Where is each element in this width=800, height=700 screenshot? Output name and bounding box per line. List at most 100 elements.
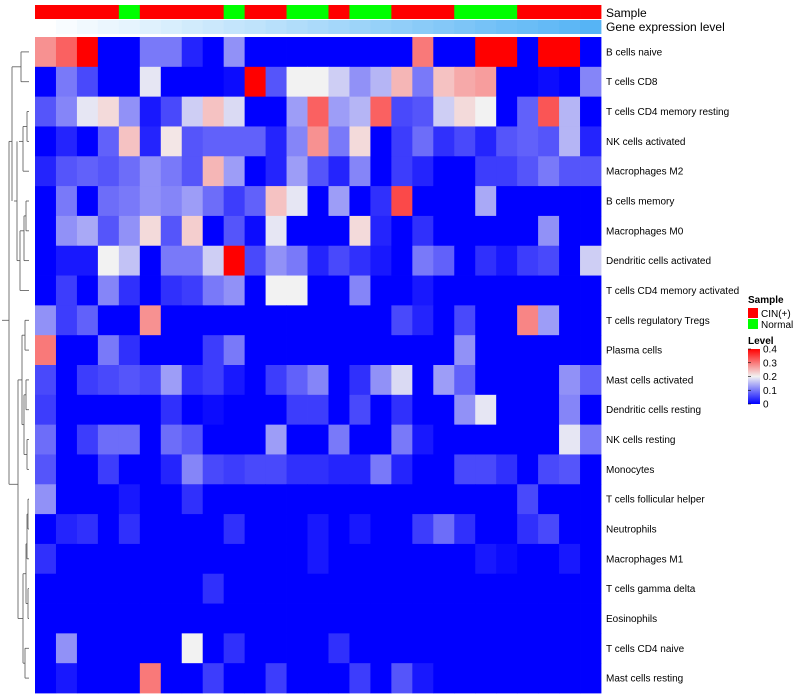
heatmap-cell [496,335,518,366]
heatmap-cell [538,66,560,98]
heatmap-cell [160,305,183,336]
gene-expression-annotation-cell [475,20,497,34]
heatmap-cell [433,663,455,694]
row-label: Mast cells resting [606,674,683,685]
heatmap-cell [139,37,162,68]
heatmap-cell [97,215,120,247]
heatmap-cell [454,186,476,217]
heatmap-cell [55,543,78,575]
heatmap-cell [202,275,225,306]
heatmap-cell [244,305,266,336]
heatmap-cell [223,186,246,217]
heatmap-cell [433,156,455,187]
sample-annotation-cell [349,5,371,19]
heatmap-cell [349,215,371,247]
heatmap-cell [35,543,57,575]
heatmap-cell [244,454,266,485]
heatmap-cell [454,365,476,396]
heatmap-cell [349,275,371,306]
heatmap-cell [244,156,266,187]
heatmap-cell [370,275,392,306]
heatmap-cell [580,96,602,127]
heatmap-cell [55,514,78,545]
heatmap-cell [559,245,581,276]
heatmap-cell [538,663,560,694]
heatmap-cell [118,484,141,515]
heatmap-cell [286,305,308,336]
heatmap-cell [412,663,434,694]
heatmap-cell [35,484,57,515]
heatmap-cell [160,215,183,247]
heatmap-cell [139,96,162,127]
heatmap-cell [370,126,392,157]
row-label: T cells gamma delta [606,584,696,595]
heatmap-cell [181,245,204,276]
heatmap-cell [244,424,266,455]
heatmap-cell [496,394,518,426]
heatmap-cell [244,365,266,396]
heatmap-cell [496,543,518,575]
heatmap-cell [118,394,141,426]
heatmap-cell [412,424,434,455]
heatmap-cell [76,186,99,217]
heatmap-cell [412,365,434,396]
heatmap-cell [517,335,539,366]
heatmap-cell [35,365,57,396]
gene-expression-annotation-cell [97,20,120,34]
row-label: T cells follicular helper [606,495,705,506]
legend-level-tick-label: 0.1 [763,386,777,397]
heatmap-cell [76,66,99,98]
heatmap-cell [55,96,78,127]
heatmap-cell [538,186,560,217]
heatmap-cell [35,126,57,157]
heatmap-cell [454,633,476,664]
heatmap-cell [160,365,183,396]
row-label: Macrophages M0 [606,226,684,237]
heatmap-cell [454,156,476,187]
legend-level-tick-label: 0.4 [763,345,777,356]
heatmap-cell [35,305,57,336]
heatmap-cell [202,37,225,68]
gene-expression-annotation-cell [517,20,539,34]
heatmap-cell [538,245,560,276]
heatmap-cell [286,454,308,485]
heatmap-cell [35,633,57,664]
heatmap-cell [76,603,99,634]
heatmap-cell [496,66,518,98]
gene-expression-annotation-cell [160,20,183,34]
heatmap-cell [391,573,413,604]
heatmap-cell [265,514,287,545]
heatmap-cell [538,335,560,366]
heatmap-cell [370,454,392,485]
gene-expression-annotation-cell [370,20,392,34]
heatmap-cell [160,394,183,426]
row-label: Plasma cells [606,346,662,357]
sample-annotation-cell [496,5,518,19]
heatmap-cell [202,335,225,366]
heatmap-cell [580,66,602,98]
heatmap-cell [181,126,204,157]
heatmap-cell [433,66,455,98]
sample-annotation-cell [202,5,225,19]
heatmap-cell [35,514,57,545]
row-label: Dendritic cells activated [606,256,711,267]
heatmap-cell [35,454,57,485]
heatmap-cell [97,245,120,276]
heatmap-cell [97,633,120,664]
heatmap-cell [55,394,78,426]
heatmap-cell [517,96,539,127]
heatmap-cell [97,663,120,694]
sample-annotation-cell [76,5,99,19]
heatmap-cell [265,365,287,396]
heatmap-cell [55,365,78,396]
heatmap-cell [97,96,120,127]
heatmap-cell [244,603,266,634]
heatmap-cell [349,573,371,604]
heatmap-cell [349,424,371,455]
row-label: T cells CD4 memory resting [606,107,729,118]
heatmap-cell [307,96,329,127]
heatmap-cell [580,215,602,247]
heatmap-cell [139,335,162,366]
heatmap-cell [496,156,518,187]
